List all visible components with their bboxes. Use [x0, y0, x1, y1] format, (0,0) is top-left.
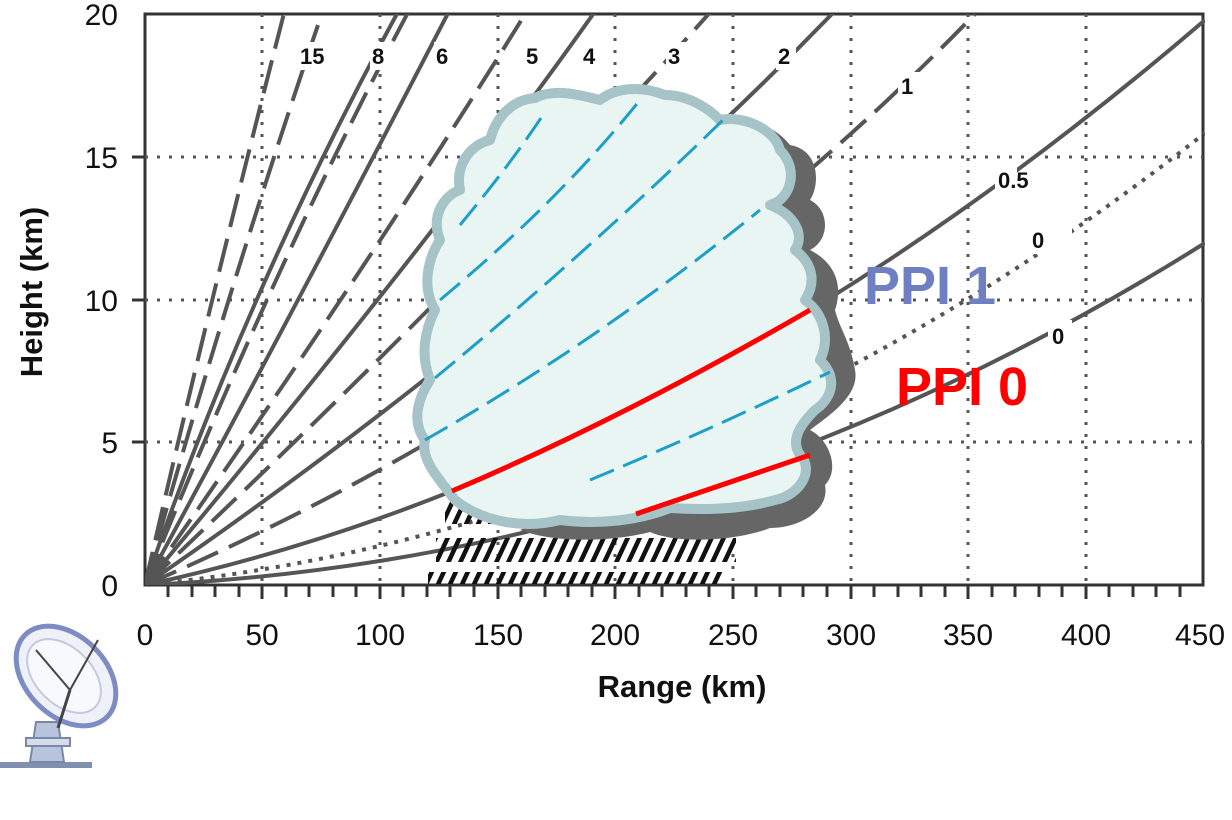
cloud-beam-lines	[424, 99, 831, 482]
cloud-beam-2	[424, 208, 761, 442]
cloud-beam-0	[589, 370, 831, 482]
y-tick-20: 20	[85, 0, 118, 32]
ray-label-5: 4	[583, 44, 596, 69]
beam-ray-8	[145, 14, 450, 585]
x-tick-450: 450	[1175, 619, 1225, 652]
x-tick-300: 300	[826, 619, 876, 652]
ray-labels: 15 8 6 5 4 3 2 1 0.5 0 0	[298, 42, 1072, 350]
x-tick-50: 50	[245, 619, 278, 652]
ppi-0-label: PPI 0	[896, 357, 1028, 417]
ppi-0-upper	[451, 307, 812, 494]
x-tick-250: 250	[708, 619, 758, 652]
ray-label-0: 0	[1052, 324, 1064, 349]
y-axis-title: Height (km)	[14, 207, 49, 378]
x-axis-title: Range (km)	[598, 669, 767, 704]
ray-label-6: 5	[526, 44, 538, 69]
y-tick-15: 15	[85, 142, 118, 175]
ray-label-8: 6	[436, 44, 448, 69]
ray-label-1: 0.5	[998, 168, 1029, 193]
ray-label-15: 15	[300, 44, 324, 69]
x-tick-100: 100	[355, 619, 405, 652]
beam-ray-15	[145, 14, 286, 585]
storm-cloud	[412, 84, 837, 529]
ray-label-10: 8	[372, 44, 384, 69]
x-minor-ticks	[166, 585, 1182, 599]
ray-label-2: 1	[901, 74, 913, 99]
ray-label-3: 2	[778, 44, 790, 69]
beam-ray-10b	[145, 14, 324, 585]
beam-ray-6	[145, 14, 528, 585]
ray-label-0.5: 0	[1032, 228, 1044, 253]
ppi-0-segments	[451, 307, 812, 517]
x-tick-350: 350	[943, 619, 993, 652]
x-tick-400: 400	[1061, 619, 1111, 652]
cloud-beam-5	[458, 111, 547, 226]
x-tick-0: 0	[137, 619, 154, 652]
radar-dish-icon	[0, 623, 119, 768]
cloud-beam-3	[434, 116, 727, 380]
beam-ray-5	[145, 14, 596, 585]
y-tick-0: 0	[101, 570, 118, 603]
x-tick-150: 150	[473, 619, 523, 652]
y-ticks	[132, 155, 145, 444]
ppi-0-lower	[635, 452, 811, 517]
beam-ray-10	[145, 14, 400, 585]
x-tick-200: 200	[590, 619, 640, 652]
cloud-beam-4	[439, 99, 642, 302]
clutter-band-3	[428, 572, 724, 584]
ppi-1-label: PPI 1	[864, 256, 996, 316]
y-tick-10: 10	[85, 285, 118, 318]
clutter-band-2	[436, 538, 736, 562]
x-tick-labels: 0 50 100 150 200 250 300 350 400 450	[137, 619, 1225, 652]
ray-label-4: 3	[668, 44, 680, 69]
y-tick-labels: 0 5 10 15 20	[85, 0, 118, 603]
y-tick-5: 5	[101, 427, 118, 460]
